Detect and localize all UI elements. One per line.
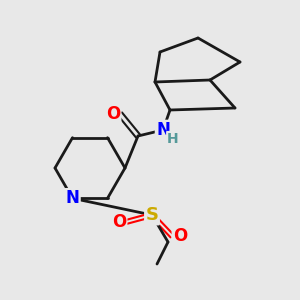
Text: N: N bbox=[66, 189, 80, 207]
Text: N: N bbox=[156, 121, 170, 139]
Text: O: O bbox=[106, 105, 120, 123]
Text: O: O bbox=[112, 213, 126, 231]
Text: O: O bbox=[173, 227, 187, 245]
Text: H: H bbox=[167, 132, 179, 146]
Text: S: S bbox=[146, 206, 158, 224]
